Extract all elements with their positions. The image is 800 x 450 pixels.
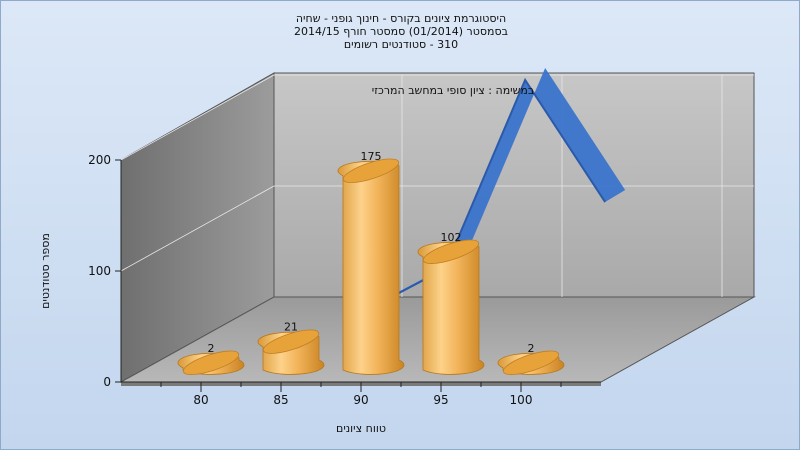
y-tick-label: 200 [88, 153, 111, 167]
x-tick-label: 100 [510, 393, 533, 407]
bar-value-label: 102 [441, 231, 462, 244]
chart-title-line-2: בסמסטר (01/2014) סמסטר חורף 2014/15 [294, 25, 508, 38]
bar-95: 102 [417, 231, 485, 375]
bar-series: 2 21 175 102 2 [177, 150, 565, 375]
bar-top [422, 239, 480, 264]
line-ribbon-edge [364, 77, 606, 312]
x-tick-label: 80 [193, 393, 208, 407]
chart-subtitle: במשימה : ציון סופי במחשב המרכזי [372, 84, 535, 97]
x-tick-label: 90 [353, 393, 368, 407]
x-tick-label: 85 [273, 393, 288, 407]
bar-top [502, 350, 560, 375]
bar-body [417, 241, 485, 375]
line-series [364, 67, 626, 312]
bar-85: 21 [257, 321, 325, 375]
y-axis-label: מספר סטודנטים [39, 233, 52, 309]
x-tick-label: 95 [433, 393, 448, 407]
bar-90: 175 [337, 150, 405, 375]
bar-100: 2 [497, 342, 565, 375]
chart-title-line-1: היסטוגרמת ציונים בקורס - חינוך גופני - ש… [295, 12, 507, 25]
bar-value-label: 175 [361, 150, 382, 163]
chart-title-line-3: 310 - סטודנטים רשומים [343, 38, 459, 51]
line-ribbon [365, 67, 626, 311]
bar-body [337, 160, 405, 375]
chart-title: היסטוגרמת ציונים בקורס - חינוך גופני - ש… [201, 12, 601, 51]
bar-value-label: 2 [528, 342, 535, 355]
x-axis-label: טווח ציונים [336, 422, 386, 435]
bar-top [182, 350, 240, 375]
bar-top [262, 329, 320, 354]
y-tick-label: 100 [88, 264, 111, 278]
axes: 0 100 200 80 85 90 95 100 [88, 153, 601, 407]
bar-value-label: 21 [284, 321, 298, 334]
y-tick-label: 0 [103, 375, 111, 389]
bar-top [342, 158, 400, 183]
bar-value-label: 2 [208, 342, 215, 355]
grid-line-left-wall [120, 185, 275, 272]
bar-80: 2 [177, 342, 245, 375]
grid-line-left-wall [120, 74, 275, 161]
